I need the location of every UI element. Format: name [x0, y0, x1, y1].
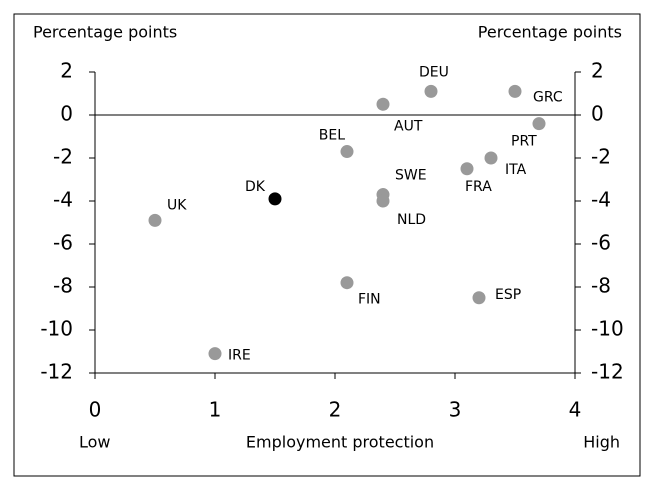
point-label: UK	[167, 197, 187, 213]
point-label: PRT	[511, 134, 537, 150]
y2-tick-label: -10	[591, 317, 624, 341]
y-tick-label: -6	[53, 231, 73, 255]
point-label: FIN	[358, 292, 381, 308]
point	[508, 84, 522, 98]
y-tick-label: -2	[53, 145, 73, 169]
point	[148, 213, 162, 227]
point-label: ESP	[495, 287, 521, 303]
point-label: GRC	[533, 89, 563, 105]
point	[376, 194, 390, 208]
x-low-label: Low	[79, 433, 111, 452]
point	[532, 117, 546, 131]
point-label: DK	[245, 179, 266, 195]
point	[460, 162, 474, 176]
point-label: BEL	[319, 128, 345, 144]
point-label: ITA	[505, 162, 527, 178]
point-label: IRE	[228, 348, 251, 364]
point	[424, 84, 438, 98]
y-axis-label-right: Percentage points	[478, 23, 622, 42]
x-tick-label: 1	[209, 398, 222, 422]
y-axis-label-left: Percentage points	[33, 23, 177, 42]
y2-tick-label: -12	[591, 360, 624, 384]
y-tick-label: -4	[53, 188, 73, 212]
y-tick-label: -8	[53, 274, 73, 298]
x-tick-label: 3	[449, 398, 462, 422]
point-label: DEU	[419, 64, 449, 80]
x-tick-label: 2	[329, 398, 342, 422]
y2-tick-label: 0	[591, 102, 604, 126]
x-high-label: High	[583, 433, 620, 452]
point-label: NLD	[397, 212, 426, 228]
point	[268, 192, 282, 206]
x-tick-label: 0	[89, 398, 102, 422]
y2-tick-label: -8	[591, 274, 611, 298]
y-tick-label: 0	[60, 102, 73, 126]
point	[208, 347, 222, 361]
y2-tick-label: 2	[591, 59, 604, 83]
x-axis-label: Employment protection	[246, 433, 434, 452]
y-tick-label: 2	[60, 59, 73, 83]
point-label: AUT	[394, 118, 423, 134]
y2-tick-label: -6	[591, 231, 611, 255]
point	[340, 276, 354, 290]
point	[376, 97, 390, 111]
y-tick-label: -12	[40, 360, 73, 384]
point-label: SWE	[395, 168, 427, 184]
y-tick-label: -10	[40, 317, 73, 341]
point-label: FRA	[465, 179, 492, 195]
point	[484, 151, 498, 165]
point	[472, 291, 486, 305]
x-tick-label: 4	[569, 398, 582, 422]
y2-tick-label: -2	[591, 145, 611, 169]
point	[340, 145, 354, 159]
y2-tick-label: -4	[591, 188, 611, 212]
frame	[13, 13, 641, 477]
